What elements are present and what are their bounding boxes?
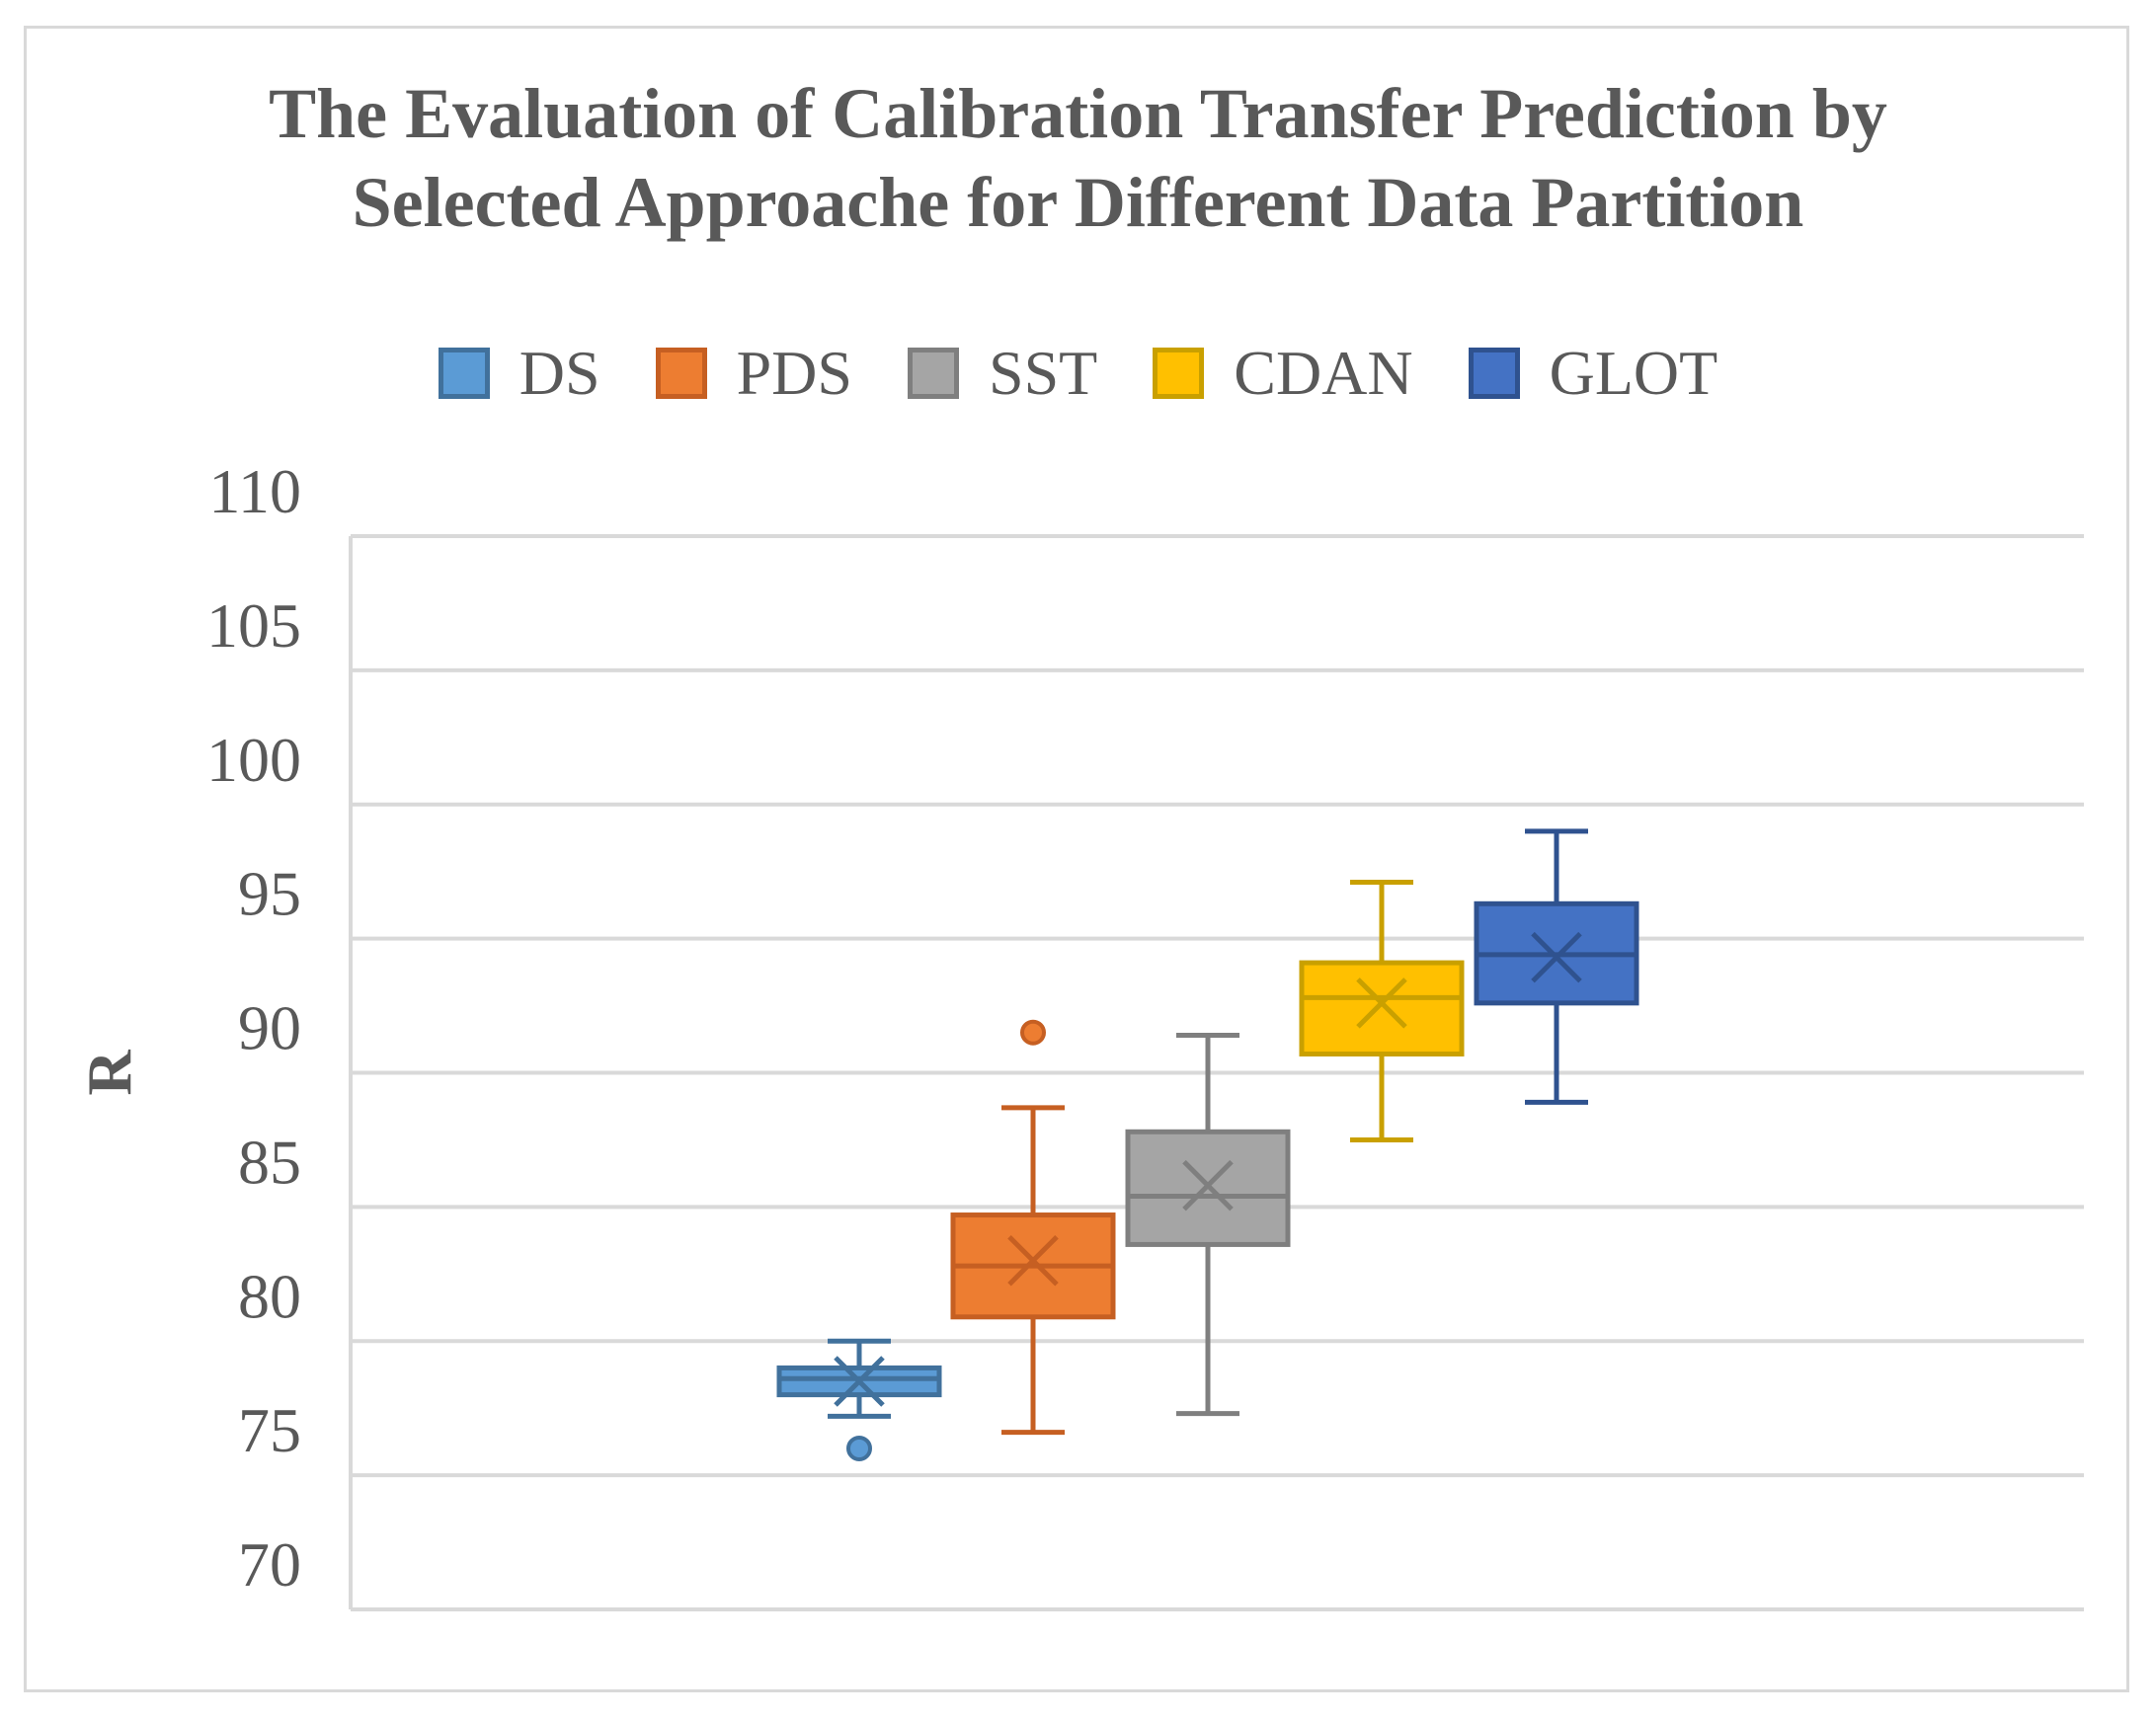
legend-label-cdan: CDAN bbox=[1234, 338, 1413, 408]
legend-item-sst[interactable]: SST bbox=[907, 338, 1098, 408]
mean-marker-ds bbox=[834, 1356, 885, 1407]
y-tick-label-95: 95 bbox=[238, 859, 301, 929]
legend-label-sst: SST bbox=[988, 338, 1098, 408]
chart-title: The Evaluation of Calibration Transfer P… bbox=[0, 69, 2156, 247]
chart-legend: DS PDS SST CDAN GLOT bbox=[0, 334, 2156, 413]
legend-swatch-cdan bbox=[1153, 348, 1205, 399]
y-tick-label-80: 80 bbox=[238, 1261, 301, 1331]
y-tick-label-100: 100 bbox=[206, 725, 301, 795]
legend-item-cdan[interactable]: CDAN bbox=[1153, 338, 1413, 408]
outlier-pds-0 bbox=[1020, 1019, 1046, 1046]
legend-item-glot[interactable]: GLOT bbox=[1468, 338, 1718, 408]
box-ds bbox=[776, 1365, 942, 1398]
legend-item-pds[interactable]: PDS bbox=[655, 338, 852, 408]
y-tick-label-85: 85 bbox=[238, 1127, 301, 1197]
legend-label-glot: GLOT bbox=[1549, 338, 1718, 408]
legend-swatch-ds bbox=[438, 348, 490, 399]
mean-marker-glot bbox=[1531, 931, 1582, 983]
legend-swatch-glot bbox=[1468, 348, 1520, 399]
mean-marker-cdan bbox=[1356, 977, 1407, 1029]
mean-marker-sst bbox=[1182, 1159, 1234, 1212]
legend-label-ds: DS bbox=[519, 338, 600, 408]
y-tick-label-90: 90 bbox=[238, 993, 301, 1063]
chart-title-line-2: Selected Approache for Different Data Pa… bbox=[352, 163, 1804, 242]
y-axis-title: R bbox=[74, 1050, 144, 1096]
legend-label-pds: PDS bbox=[736, 338, 852, 408]
y-tick-label-105: 105 bbox=[206, 590, 301, 661]
chart-frame bbox=[24, 26, 2129, 1692]
legend-item-ds[interactable]: DS bbox=[438, 338, 600, 408]
outlier-ds-0 bbox=[846, 1435, 872, 1461]
mean-marker-pds bbox=[1007, 1234, 1059, 1287]
y-tick-label-75: 75 bbox=[238, 1395, 301, 1465]
legend-swatch-sst bbox=[907, 348, 959, 399]
y-tick-label-110: 110 bbox=[208, 456, 301, 526]
chart-title-line-1: The Evaluation of Calibration Transfer P… bbox=[269, 74, 1887, 153]
box-cdan bbox=[1299, 960, 1465, 1056]
y-tick-label-70: 70 bbox=[238, 1529, 301, 1600]
legend-swatch-pds bbox=[655, 348, 707, 399]
